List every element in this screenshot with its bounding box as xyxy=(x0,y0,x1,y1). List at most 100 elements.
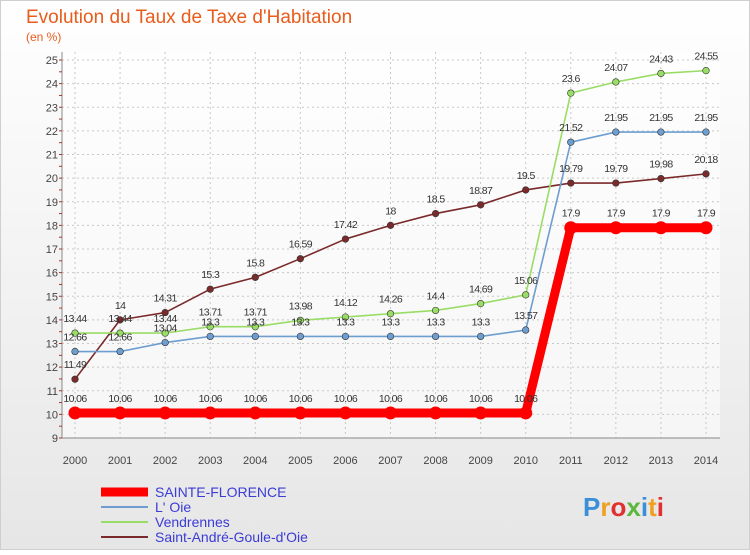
data-label: 15.8 xyxy=(246,257,265,269)
data-point xyxy=(341,235,350,243)
x-tick-label: 2005 xyxy=(288,455,312,467)
data-label: 13.04 xyxy=(154,323,178,335)
data-label: 17.9 xyxy=(697,208,716,220)
data-point xyxy=(248,406,262,420)
logo-text: Proxiti xyxy=(583,492,664,522)
x-tick-label: 2013 xyxy=(649,455,673,467)
data-label: 13.3 xyxy=(472,316,491,328)
chart-subtitle: (en %) xyxy=(26,30,61,44)
y-tick-label: 22 xyxy=(46,126,58,138)
data-point xyxy=(567,138,575,146)
y-tick-label: 21 xyxy=(46,150,58,162)
data-point xyxy=(429,406,443,420)
y-tick-label: 18 xyxy=(46,220,58,232)
data-label: 13.44 xyxy=(63,313,87,325)
data-label: 13.44 xyxy=(154,313,178,325)
data-point xyxy=(477,332,485,341)
data-point xyxy=(612,179,620,187)
y-tick-label: 17 xyxy=(46,244,58,256)
x-tick-label: 2000 xyxy=(63,455,87,467)
data-label: 14.4 xyxy=(427,290,446,302)
data-label: 13.98 xyxy=(289,300,313,312)
data-label: 10.06 xyxy=(63,393,87,405)
data-label: 13.44 xyxy=(108,313,132,325)
data-label: 17.42 xyxy=(334,219,358,231)
data-label: 13.3 xyxy=(336,316,355,328)
grid-layer xyxy=(62,52,720,439)
data-label: 13.71 xyxy=(244,307,268,319)
y-tick-label: 9 xyxy=(52,433,58,445)
data-point xyxy=(116,347,124,356)
y-tick-label: 25 xyxy=(46,55,58,67)
x-tick-label: 2011 xyxy=(559,455,583,467)
data-label: 21.95 xyxy=(649,112,673,124)
data-label: 16.59 xyxy=(289,239,313,251)
data-point xyxy=(477,299,485,308)
data-point xyxy=(657,69,665,78)
data-label: 11.49 xyxy=(64,359,87,371)
data-point xyxy=(431,306,440,315)
data-point xyxy=(384,406,397,420)
x-tick-label: 2006 xyxy=(333,455,357,467)
data-point xyxy=(702,170,710,178)
data-label: 13.71 xyxy=(199,307,223,319)
data-point xyxy=(341,332,350,341)
data-label: 10.06 xyxy=(244,393,268,405)
data-label: 20.18 xyxy=(694,154,718,166)
data-label-layer: 10.06 10.06 10.06 10.06 10.06 10.06 10.06 10.06… xyxy=(63,51,719,405)
data-point xyxy=(116,316,124,324)
data-label: 10.06 xyxy=(199,393,223,405)
data-point xyxy=(206,332,214,341)
data-label: 13.3 xyxy=(291,316,310,328)
data-point xyxy=(386,310,395,318)
data-point xyxy=(564,221,578,235)
data-label: 24.07 xyxy=(604,62,628,74)
data-label: 14.26 xyxy=(379,294,403,306)
data-point xyxy=(68,406,82,420)
data-point xyxy=(158,406,172,420)
data-label: 19.5 xyxy=(517,170,536,182)
data-label: 18 xyxy=(385,205,396,217)
data-label: 12.66 xyxy=(108,332,132,344)
legend-label: Saint-André-Goule-d'Oie xyxy=(155,529,308,545)
data-label: 15.3 xyxy=(201,269,220,281)
y-tick-label: 10 xyxy=(46,409,58,421)
y-tick-label: 11 xyxy=(47,386,58,398)
data-label: 17.9 xyxy=(652,208,671,220)
y-tick-label: 16 xyxy=(46,268,58,280)
data-point xyxy=(386,332,395,341)
y-tick-label: 19 xyxy=(46,197,58,209)
y-tick-label: 14 xyxy=(46,315,58,327)
x-tick-label: 2009 xyxy=(468,455,492,467)
data-label: 10.06 xyxy=(379,393,403,405)
data-point xyxy=(251,323,259,331)
data-point xyxy=(386,221,395,229)
y-tick-label: 13 xyxy=(46,339,58,351)
y-tick-label: 12 xyxy=(46,362,58,374)
data-point xyxy=(338,406,352,420)
data-label: 13.3 xyxy=(246,316,265,328)
data-label: 10.06 xyxy=(514,393,538,405)
data-point xyxy=(477,201,485,209)
data-point xyxy=(296,332,304,341)
data-label: 10.06 xyxy=(108,393,132,405)
data-label: 10.06 xyxy=(154,393,178,405)
y-tick-label: 24 xyxy=(46,79,58,91)
data-label: 24.43 xyxy=(649,53,673,65)
data-point xyxy=(474,406,488,420)
data-label: 17.9 xyxy=(607,208,626,220)
data-label: 10.06 xyxy=(334,393,358,405)
data-label: 10.06 xyxy=(469,393,493,405)
data-label: 19.79 xyxy=(559,163,583,175)
data-point xyxy=(296,255,304,263)
data-label: 19.79 xyxy=(604,163,628,175)
data-label: 24.55 xyxy=(694,51,718,63)
data-point xyxy=(116,329,124,337)
data-point xyxy=(702,128,710,136)
data-point xyxy=(293,406,307,420)
legend-label: L' Oie xyxy=(155,499,191,515)
data-point xyxy=(71,347,79,356)
